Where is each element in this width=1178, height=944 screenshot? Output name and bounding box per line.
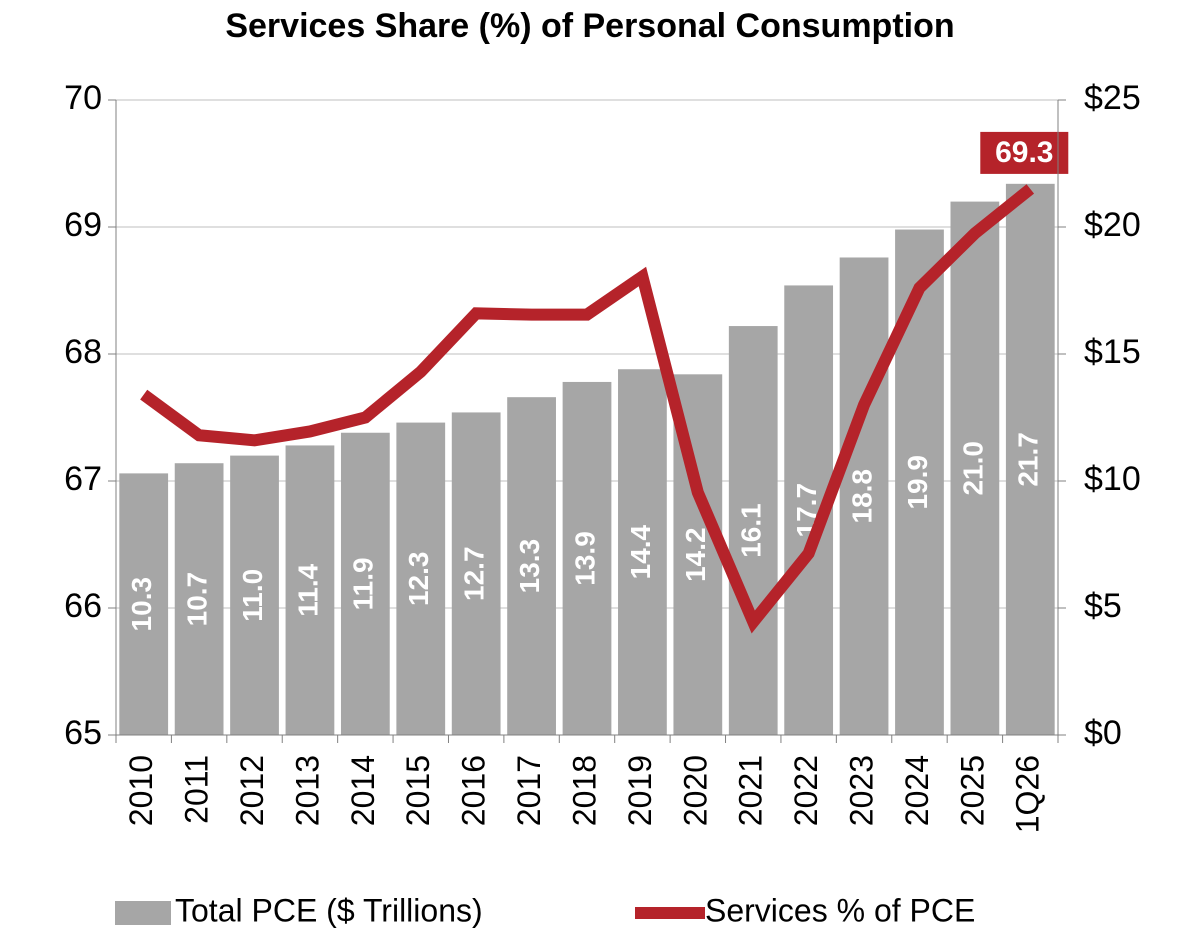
- x-tick-label: 2018: [566, 755, 602, 826]
- bar-label: 21.0: [957, 441, 988, 496]
- x-tick-label: 2013: [289, 755, 325, 826]
- x-tick-label: 2019: [622, 755, 658, 826]
- bar: [1005, 183, 1055, 735]
- bar-label: 12.7: [459, 546, 490, 601]
- annotation-box: [980, 131, 1069, 174]
- y2-tick-label: $25: [1084, 79, 1141, 117]
- bar-label: 18.8: [846, 469, 877, 524]
- bar-label: 11.4: [292, 563, 323, 616]
- x-tick-label: 2024: [899, 755, 935, 826]
- bar: [618, 369, 667, 735]
- bar-label: 13.3: [514, 539, 545, 594]
- legend-label: Services % of PCE: [705, 892, 975, 928]
- y-tick-label: 70: [64, 79, 102, 117]
- bar: [285, 445, 335, 735]
- chart-title: Services Share (%) of Personal Consumpti…: [225, 7, 954, 45]
- bar-label: 12.3: [403, 552, 434, 607]
- annotation-label: 69.3: [995, 136, 1053, 169]
- x-tick-label: 2017: [511, 755, 547, 826]
- bar: [230, 455, 279, 735]
- x-tick-label: 2011: [179, 755, 215, 824]
- bar: [728, 326, 778, 735]
- line: [140, 184, 1035, 634]
- bar-label: 19.9: [902, 455, 933, 510]
- legend-swatch: [115, 901, 171, 925]
- bar: [451, 412, 501, 735]
- bar: [562, 381, 612, 735]
- bar: [950, 201, 1000, 736]
- y-tick-label: 65: [64, 714, 102, 752]
- x-tick-label: 2025: [954, 755, 990, 826]
- x-tick-label: 2020: [677, 755, 713, 826]
- bar-label: 10.7: [182, 572, 213, 627]
- bar: [396, 422, 446, 735]
- y-tick-label: 69: [64, 206, 102, 244]
- bar: [174, 463, 224, 735]
- y-tick-label: 68: [64, 333, 102, 371]
- y-tick-label: 67: [64, 460, 102, 498]
- bar-label: 14.2: [680, 527, 711, 582]
- y2-tick-label: $10: [1084, 460, 1141, 498]
- bar-label: 11.0: [237, 569, 268, 622]
- bar-label: 16.1: [736, 503, 767, 558]
- bar: [839, 257, 889, 735]
- x-tick-label: 1Q26: [1010, 755, 1046, 833]
- bar: [119, 473, 169, 735]
- x-tick-label: 2016: [456, 755, 492, 826]
- x-tick-label: 2014: [345, 755, 381, 826]
- x-tick-label: 2010: [123, 755, 159, 826]
- y2-tick-label: $20: [1084, 206, 1141, 244]
- bar-label: 21.7: [1013, 432, 1044, 487]
- bar-label: 14.4: [625, 524, 656, 579]
- bar-label: 10.3: [126, 577, 157, 632]
- bar: [507, 397, 556, 735]
- y2-tick-label: $5: [1084, 587, 1122, 625]
- x-tick-label: 2015: [400, 755, 436, 826]
- x-tick-label: 2012: [234, 755, 270, 826]
- y2-tick-label: $15: [1084, 333, 1141, 371]
- legend-label: Total PCE ($ Trillions): [175, 892, 483, 928]
- x-tick-label: 2022: [788, 755, 824, 826]
- x-tick-label: 2021: [733, 755, 769, 826]
- y2-tick-label: $0: [1084, 714, 1122, 752]
- bar-label: 13.9: [569, 531, 600, 586]
- bar-label: 11.9: [348, 557, 379, 610]
- bar: [340, 432, 390, 735]
- y-tick-label: 66: [64, 587, 102, 625]
- x-tick-label: 2023: [844, 755, 880, 826]
